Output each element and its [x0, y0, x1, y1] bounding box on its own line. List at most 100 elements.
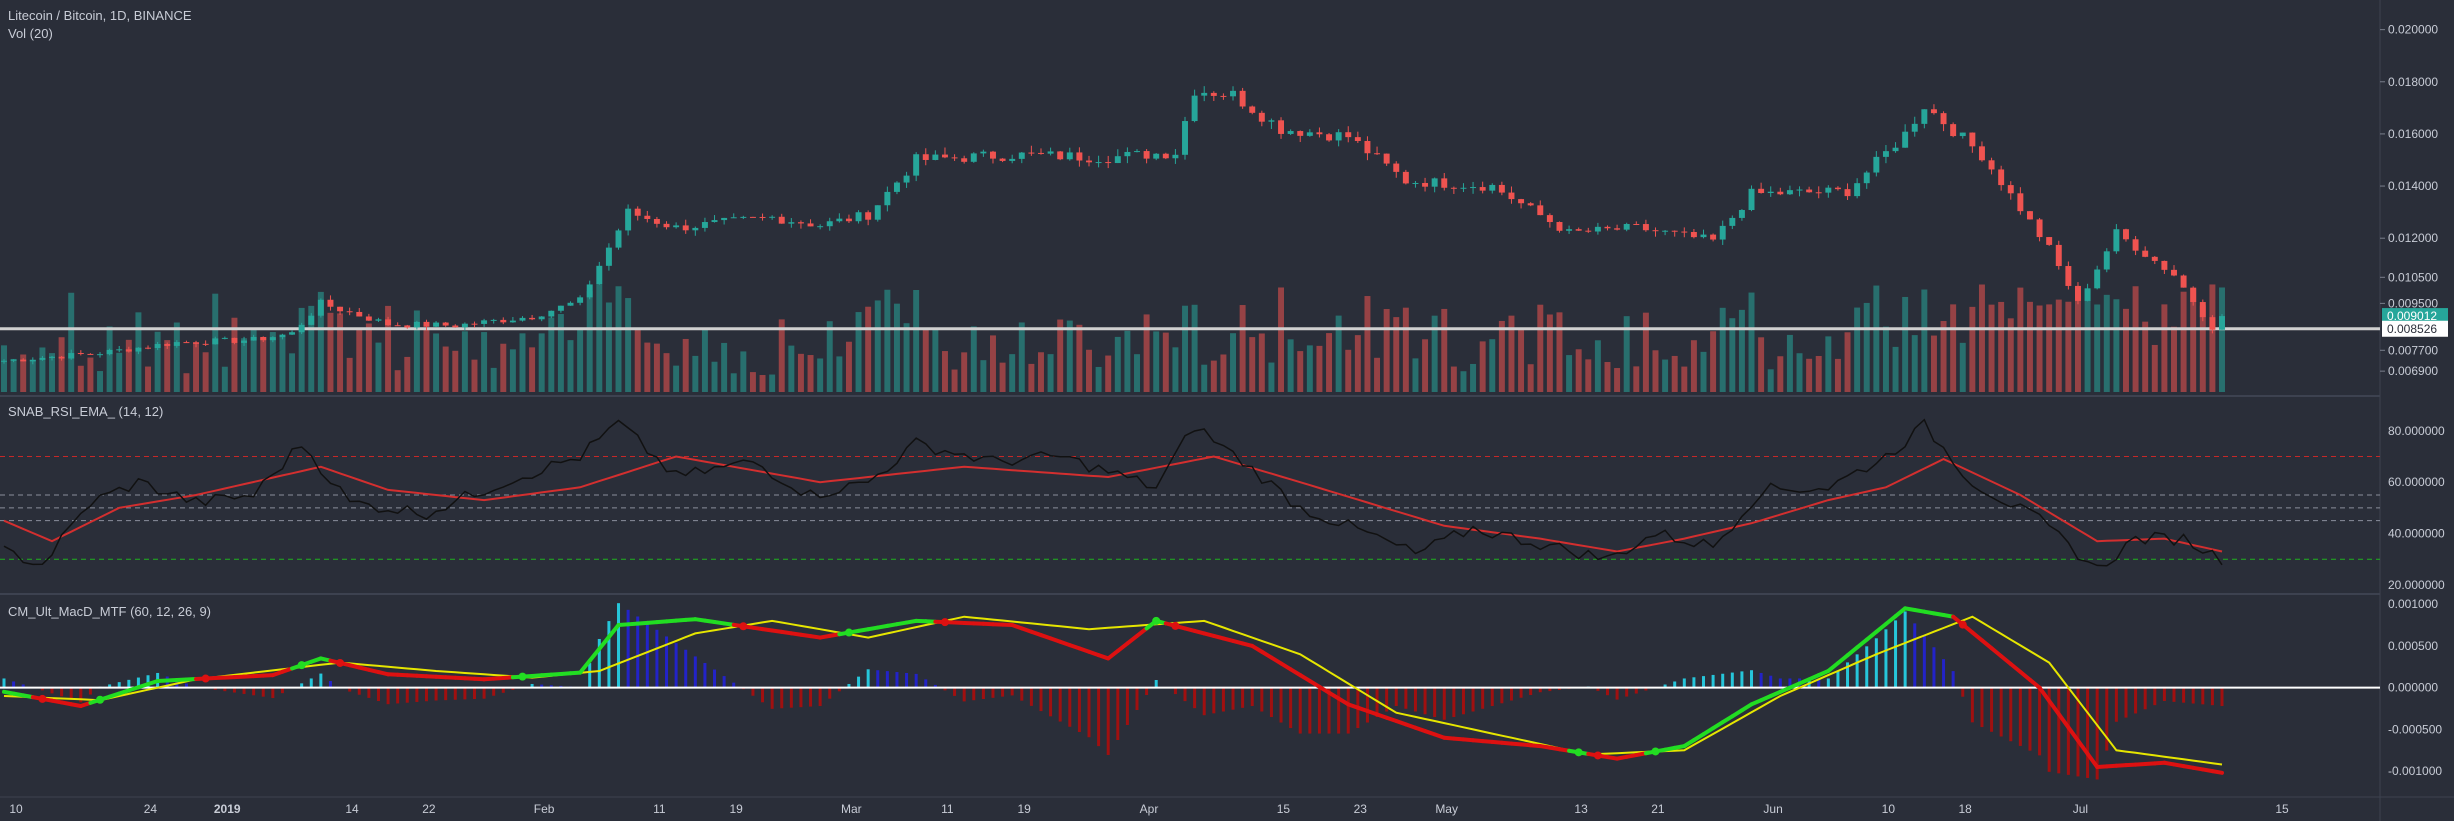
volume-bar: [1038, 352, 1044, 392]
macd-line-segment: [1115, 641, 1130, 653]
rsi-indicator-label[interactable]: SNAB_RSI_EMA_ (14, 12): [8, 404, 163, 419]
candle-body: [1604, 226, 1611, 229]
volume-bar: [519, 333, 526, 392]
macd-histogram-bar: [1423, 687, 1427, 715]
candle-body: [797, 222, 804, 224]
volume-bar: [1921, 289, 1928, 392]
macd-histogram-bar: [357, 687, 361, 695]
macd-histogram-bar: [40, 687, 44, 691]
volume-bar: [77, 365, 84, 392]
volume-bar: [1863, 302, 1870, 392]
volume-bar: [1969, 306, 1976, 392]
macd-histogram-bar: [2038, 687, 2042, 756]
macd-histogram-bar: [1385, 687, 1389, 712]
candle-body: [106, 349, 113, 355]
macd-histogram-bar: [127, 679, 131, 688]
volume-bar: [721, 342, 728, 392]
macd-histogram-bar: [1337, 687, 1341, 734]
candle-body: [2171, 269, 2177, 276]
candle-body: [87, 353, 94, 355]
volume-bar: [1182, 305, 1188, 392]
candle-body: [202, 343, 209, 345]
candle-body: [596, 265, 603, 285]
candle-body: [1834, 187, 1841, 190]
macd-histogram-bar: [405, 687, 409, 703]
candle-body: [1566, 229, 1573, 231]
volume-bar: [1287, 339, 1294, 392]
macd-histogram-bar: [1317, 687, 1321, 734]
macd-histogram-bar: [828, 687, 832, 699]
volume-bar: [673, 365, 680, 392]
macd-histogram-bar: [876, 670, 880, 688]
macd-histogram-bar: [1894, 620, 1898, 688]
macd-indicator-label[interactable]: CM_Ult_MacD_MTF (60, 12, 26, 9): [8, 604, 211, 619]
candle-body: [1796, 189, 1803, 191]
macd-cross-marker: [1152, 616, 1161, 625]
macd-histogram-bar: [79, 687, 83, 703]
volume-bar: [845, 341, 852, 392]
candle-body: [1719, 225, 1726, 240]
macd-histogram-bar: [319, 673, 323, 688]
candle-body: [1220, 95, 1227, 97]
macd-histogram-bar: [2153, 687, 2157, 706]
volume-bar: [529, 347, 536, 392]
candle-body: [317, 299, 324, 316]
volume-bar: [596, 284, 603, 392]
macd-histogram-bar: [1817, 678, 1821, 688]
volume-bar: [2094, 304, 2101, 392]
candle-body: [1777, 191, 1784, 195]
macd-histogram-bar: [1529, 687, 1533, 695]
volume-bar: [1508, 315, 1515, 392]
macd-histogram-bar: [1769, 675, 1773, 688]
macd-histogram-bar: [492, 687, 496, 696]
rsi-axis: 80.000000 60.000000 40.000000 20.000000: [2388, 424, 2445, 592]
candle-body: [1162, 153, 1169, 159]
macd-histogram-bar: [2182, 687, 2186, 703]
candle-body: [692, 227, 699, 231]
candle-body: [289, 332, 296, 335]
volume-indicator-label[interactable]: Vol (20): [8, 26, 53, 41]
candle-body: [1969, 132, 1976, 147]
macd-line-segment: [1135, 626, 1149, 638]
volume-bar: [1066, 320, 1073, 392]
candle-body: [1806, 189, 1813, 193]
volume-bar: [298, 307, 305, 392]
candle-body: [433, 322, 440, 327]
volume-bar: [1998, 301, 2005, 392]
candle-body: [1690, 231, 1697, 238]
candle-body: [1518, 199, 1525, 204]
volume-bar: [951, 369, 958, 392]
macd-histogram-bar: [780, 687, 784, 709]
volume-bar: [1662, 359, 1669, 392]
macd-histogram-bar: [713, 669, 717, 688]
volume-bar: [1537, 304, 1544, 392]
macd-histogram-bar: [1001, 687, 1005, 697]
macd-histogram-bar: [108, 684, 112, 688]
time-axis: 10 24 2019 14 22 Feb 11 19 Mar 11 19 Apr 15 23 May 13 21…: [9, 802, 2289, 816]
candle-body: [1614, 228, 1621, 230]
volume-bar: [509, 349, 516, 392]
volume-bar: [356, 329, 363, 392]
candle-body: [29, 359, 36, 362]
volume-bar: [1, 345, 7, 392]
macd-line-segment: [587, 646, 602, 663]
candle-body: [1758, 188, 1765, 194]
candle-body: [1902, 131, 1909, 148]
volume-bar: [423, 329, 430, 392]
candle-body: [2190, 287, 2197, 303]
macd-histogram-bar: [1778, 678, 1782, 688]
candle-body: [1441, 178, 1448, 188]
price-axis-label: 0.006900: [2388, 364, 2438, 378]
volume-bar: [1441, 308, 1448, 392]
macd-line-segment: [1826, 661, 1840, 673]
candle-body: [1210, 92, 1217, 96]
candle-body: [557, 305, 564, 311]
candle-body: [1364, 140, 1371, 154]
volume-bar: [1354, 335, 1361, 392]
volume-bar: [308, 305, 315, 392]
candle-body: [1345, 132, 1352, 138]
symbol-title[interactable]: Litecoin / Bitcoin, 1D, BINANCE: [8, 8, 192, 23]
macd-histogram-bar: [2162, 687, 2166, 702]
volume-bar: [1518, 328, 1525, 392]
